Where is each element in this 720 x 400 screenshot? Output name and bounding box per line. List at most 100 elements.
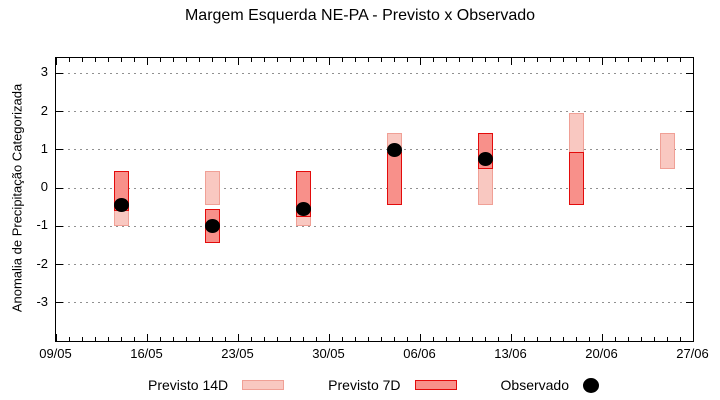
gridline xyxy=(56,264,693,265)
x-major-tick-mark xyxy=(237,58,239,65)
y-tick-label: 0 xyxy=(40,179,48,195)
x-minor-tick-mark xyxy=(614,337,616,341)
x-major-tick-mark xyxy=(146,334,148,341)
chart-title: Margem Esquerda NE-PA - Previsto x Obser… xyxy=(184,7,536,24)
x-minor-tick-mark xyxy=(523,337,525,341)
legend-label-previsto-14d: Previsto 14D xyxy=(148,377,229,393)
y-axis-label: Anomalia de Precipitação Categorizada xyxy=(9,83,25,313)
x-minor-tick-mark xyxy=(653,58,655,62)
x-minor-tick-mark xyxy=(263,337,265,341)
x-minor-tick-mark xyxy=(575,337,577,341)
y-tick-mark xyxy=(56,225,63,227)
plot-area xyxy=(55,57,694,342)
x-minor-tick-mark xyxy=(198,58,200,62)
x-minor-tick-mark xyxy=(224,58,226,62)
y-tick-mark xyxy=(686,111,693,113)
x-minor-tick-mark xyxy=(354,58,356,62)
x-minor-tick-mark xyxy=(68,58,70,62)
gridline xyxy=(56,72,693,74)
y-tick-mark xyxy=(56,111,63,113)
gridline xyxy=(56,187,693,189)
y-tick-label: -1 xyxy=(36,217,48,233)
x-minor-tick-mark xyxy=(627,337,629,341)
x-minor-tick-mark xyxy=(133,337,135,341)
x-minor-tick-mark xyxy=(458,337,460,341)
x-minor-tick-mark xyxy=(497,58,499,62)
x-minor-tick-mark xyxy=(640,337,642,341)
x-major-tick-mark xyxy=(692,58,694,65)
x-minor-tick-mark xyxy=(354,337,356,341)
previsto-14d-bar xyxy=(204,170,220,206)
x-major-tick-mark xyxy=(601,58,603,65)
x-major-tick-mark xyxy=(55,58,57,65)
y-tick-label: 1 xyxy=(40,140,48,156)
observado-dot xyxy=(204,219,220,234)
x-minor-tick-mark xyxy=(575,58,577,62)
y-tick-mark xyxy=(686,72,693,74)
x-major-tick-mark xyxy=(601,334,603,341)
x-minor-tick-mark xyxy=(367,58,369,62)
x-minor-tick-mark xyxy=(367,337,369,341)
x-minor-tick-mark xyxy=(588,58,590,62)
x-minor-tick-mark xyxy=(250,58,252,62)
x-minor-tick-mark xyxy=(562,58,564,62)
legend: Previsto 14D Previsto 7D Observado xyxy=(55,377,692,393)
x-minor-tick-mark xyxy=(120,58,122,62)
legend-item-previsto-14d: Previsto 14D xyxy=(148,377,285,393)
x-minor-tick-mark xyxy=(471,58,473,62)
x-minor-tick-mark xyxy=(341,337,343,341)
y-tick-label: -2 xyxy=(36,255,48,271)
observado-dot xyxy=(386,142,402,157)
x-minor-tick-mark xyxy=(380,58,382,62)
x-major-tick-mark xyxy=(328,58,330,65)
x-minor-tick-mark xyxy=(458,58,460,62)
x-tick-label: 23/05 xyxy=(221,346,254,361)
x-tick-label: 27/06 xyxy=(676,346,709,361)
x-minor-tick-mark xyxy=(549,337,551,341)
x-minor-tick-mark xyxy=(94,58,96,62)
x-tick-label: 30/05 xyxy=(312,346,345,361)
x-minor-tick-mark xyxy=(588,337,590,341)
x-minor-tick-mark xyxy=(497,337,499,341)
y-tick-label: 2 xyxy=(40,102,48,118)
x-minor-tick-mark xyxy=(406,337,408,341)
y-tick-mark xyxy=(56,302,63,304)
gridline xyxy=(56,111,693,113)
x-major-tick-mark xyxy=(510,334,512,341)
y-tick-mark xyxy=(56,72,63,74)
x-minor-tick-mark xyxy=(341,58,343,62)
x-minor-tick-mark xyxy=(172,337,174,341)
x-major-tick-mark xyxy=(237,334,239,341)
previsto-7d-bar xyxy=(386,151,402,206)
observado-dot xyxy=(113,198,129,213)
x-tick-label: 06/06 xyxy=(403,346,436,361)
x-minor-tick-mark xyxy=(679,337,681,341)
x-minor-tick-mark xyxy=(315,337,317,341)
previsto-14d-swatch xyxy=(242,380,285,390)
gridline xyxy=(56,149,693,151)
x-major-tick-mark xyxy=(692,334,694,341)
y-tick-mark xyxy=(686,225,693,227)
y-tick-label: 3 xyxy=(40,64,48,80)
x-minor-tick-mark xyxy=(159,337,161,341)
x-major-tick-mark xyxy=(419,334,421,341)
x-tick-label: 13/06 xyxy=(494,346,527,361)
previsto-14d-bar xyxy=(659,132,675,169)
x-minor-tick-mark xyxy=(666,337,668,341)
x-minor-tick-mark xyxy=(211,58,213,62)
x-tick-label: 20/06 xyxy=(585,346,618,361)
x-major-tick-mark xyxy=(419,58,421,65)
x-minor-tick-mark xyxy=(68,337,70,341)
x-minor-tick-mark xyxy=(666,58,668,62)
x-minor-tick-mark xyxy=(536,337,538,341)
x-minor-tick-mark xyxy=(107,337,109,341)
y-tick-mark xyxy=(686,302,693,304)
x-minor-tick-mark xyxy=(640,58,642,62)
x-minor-tick-mark xyxy=(185,58,187,62)
x-minor-tick-mark xyxy=(432,337,434,341)
legend-label-previsto-7d: Previsto 7D xyxy=(328,377,401,393)
x-minor-tick-mark xyxy=(627,58,629,62)
x-minor-tick-mark xyxy=(81,337,83,341)
x-minor-tick-mark xyxy=(653,337,655,341)
